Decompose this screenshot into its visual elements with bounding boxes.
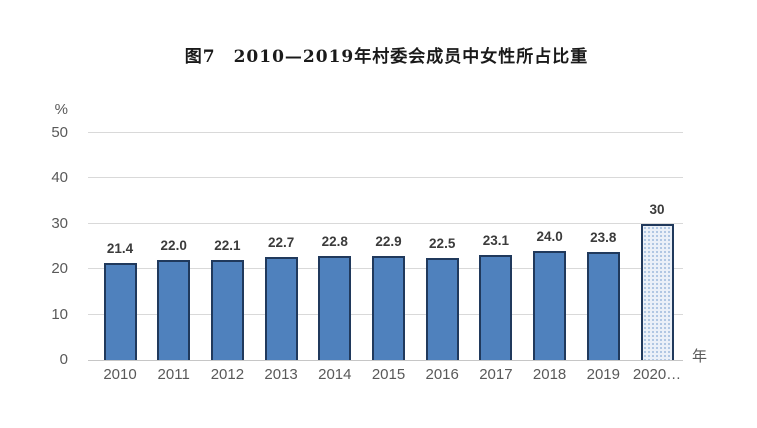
y-axis-tick-label: 30 <box>51 214 68 232</box>
x-axis-tick-label: 2015 <box>371 366 406 383</box>
x-axis-tick-label: 2010 <box>103 366 137 383</box>
plot-area: 21.4 22.0 22.1 22.7 22.8 22.9 22.5 23.1 24.0 23.8… <box>88 132 683 361</box>
x-axis-unit-label: 年 <box>692 348 708 365</box>
x-axis-tick-label: 2013 <box>264 366 298 383</box>
y-axis-tick-label: 40 <box>51 169 68 187</box>
bar-value-label: 22.9 <box>375 234 402 250</box>
bar-value-label: 21.4 <box>106 240 134 256</box>
bar-value-label: 22.5 <box>429 235 456 251</box>
grid-line <box>88 222 683 224</box>
bar-value-label: 23.1 <box>482 233 510 249</box>
y-axis-tick-label: 0 <box>59 351 68 368</box>
bar <box>157 260 191 360</box>
bar <box>103 262 137 360</box>
y-axis-tick-label: 50 <box>51 124 68 141</box>
bar-highlighted <box>640 223 674 360</box>
x-axis-tick-label: 2011 <box>157 366 190 383</box>
bar <box>586 251 620 360</box>
bar-value-label: 22.7 <box>267 234 295 250</box>
bar <box>533 251 567 360</box>
bar-value-label: 24.0 <box>536 229 563 245</box>
x-axis-tick-label: 2014 <box>318 366 352 383</box>
bar <box>318 256 352 360</box>
grid-line <box>88 177 683 179</box>
y-axis-tick-label: 20 <box>51 260 68 278</box>
y-axis-tick-label: 10 <box>51 305 68 323</box>
bar <box>479 255 513 360</box>
bar <box>210 259 244 360</box>
x-axis-tick-label: 2020… <box>632 366 682 383</box>
bar-value-label: 22.0 <box>160 238 187 254</box>
bar-value-label: 22.1 <box>214 237 241 253</box>
x-axis-tick-label: 2012 <box>210 366 245 383</box>
grid-line <box>88 132 683 133</box>
bar-value-label: 23.8 <box>590 229 617 245</box>
bar <box>264 256 298 360</box>
chart-title: 图7 2010—2019年村委会成员中女性所占比重 <box>184 47 589 67</box>
bar-value-label: 22.8 <box>321 234 348 250</box>
bar <box>425 257 459 360</box>
x-axis-tick-label: 2019 <box>586 366 620 383</box>
x-axis-tick-label: 2017 <box>479 366 513 383</box>
x-axis-tick-label: 2018 <box>532 366 567 383</box>
y-axis-unit-label: % <box>54 101 68 118</box>
x-axis-tick-label: 2016 <box>425 366 459 383</box>
bar <box>372 256 405 360</box>
bar-value-label: 30 <box>649 201 665 217</box>
